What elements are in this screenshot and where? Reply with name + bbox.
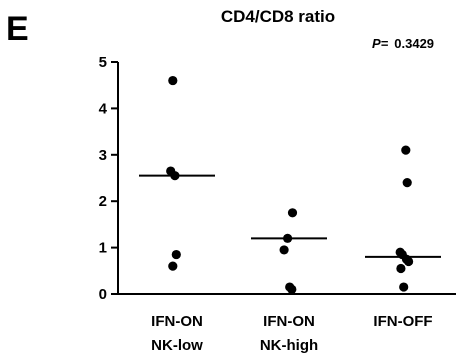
data-point [287, 208, 298, 218]
x-category-label: IFN-ON [263, 313, 315, 330]
data-point [279, 245, 289, 255]
data-point [170, 171, 180, 181]
y-tick-label: 1 [99, 240, 107, 257]
x-category-sublabel: NK-low [151, 337, 203, 354]
y-tick-label: 3 [99, 147, 107, 164]
data-point [287, 284, 297, 294]
data-point [168, 261, 178, 271]
data-point [396, 263, 406, 274]
data-point [283, 233, 293, 243]
p-value: 0.3429 [394, 36, 434, 51]
data-point [399, 282, 409, 292]
panel-label: E [6, 10, 29, 48]
x-category-labels: IFN-ON NK-low IFN-ON NK-high IFN-OFF [151, 313, 432, 354]
data-point [401, 145, 411, 155]
data-point [402, 178, 412, 188]
chart-title: CD4/CD8 ratio [221, 7, 335, 26]
x-category-label: IFN-OFF [373, 313, 432, 330]
x-category-sublabel: NK-high [260, 337, 318, 354]
p-value-annotation: P= 0.3429 [372, 36, 434, 51]
y-tick-label: 4 [99, 100, 108, 117]
axes: 0 1 2 3 4 5 [99, 54, 456, 303]
data-point [168, 75, 178, 86]
p-value-label: P= [372, 36, 389, 51]
x-category-label: IFN-ON [151, 313, 203, 330]
data-points [166, 75, 414, 294]
y-tick-label: 0 [99, 286, 107, 303]
data-point [171, 249, 181, 260]
data-point [404, 256, 414, 267]
y-tick-label: 2 [99, 193, 107, 210]
y-tick-label: 5 [99, 54, 107, 71]
